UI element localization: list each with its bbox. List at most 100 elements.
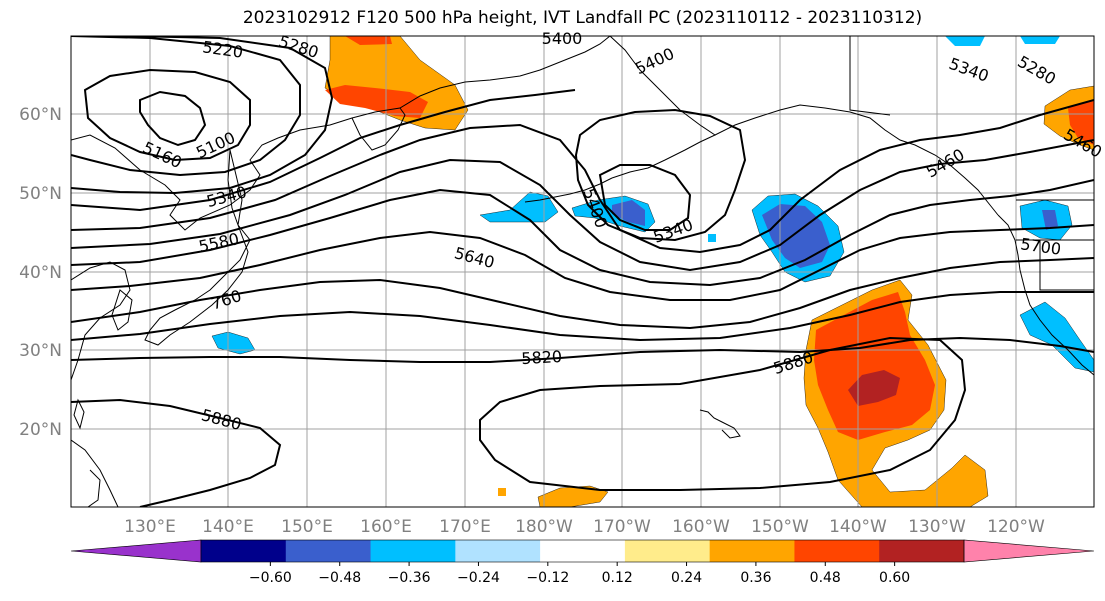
shade-blue-aleut1 — [479, 191, 559, 223]
coast-korea — [111, 289, 133, 331]
coast-bc — [997, 214, 1094, 376]
colorbar-ticks: −0.60 −0.48 −0.36 −0.24 −0.12 0.12 0.24 0.36 0.4… — [249, 562, 910, 586]
contour-label: 5160 — [140, 138, 185, 172]
contour-5460 — [71, 99, 1094, 254]
colorbar-tick-label: 0.12 — [602, 570, 633, 586]
shade-blue-wpac — [211, 331, 256, 355]
colorbar-tick-label: 0.24 — [671, 570, 702, 586]
contour-5640 — [71, 224, 1094, 301]
colorbar-tick-label: 0.48 — [810, 570, 841, 586]
coast-philippines — [87, 469, 101, 507]
shade-blue-north2 — [1020, 36, 1060, 44]
lon-label: 160°E — [360, 517, 412, 537]
map-title: 2023102912 F120 500 hPa height, IVT Land… — [242, 8, 923, 28]
height-contours — [71, 36, 1094, 507]
contour-label: 5400 — [632, 44, 677, 78]
lon-label: 170°E — [439, 517, 491, 537]
colorbar-frame — [200, 539, 965, 563]
shade-orange-south2 — [498, 488, 506, 496]
lon-label: 170°W — [593, 517, 651, 537]
lon-label: 130°W — [908, 517, 966, 537]
latitude-labels: 60°N 50°N 40°N 30°N 20°N — [19, 105, 62, 440]
contour-5760 — [71, 291, 1094, 342]
coast-taiwan — [73, 398, 85, 430]
colorbar-extend-min — [70, 539, 202, 563]
colorbar-bin — [624, 540, 711, 562]
coast-china-south — [71, 439, 119, 507]
colorbar-tick-label: −0.36 — [388, 570, 431, 586]
colorbar-bin — [879, 540, 965, 562]
border-alaska-canada — [849, 36, 891, 116]
contour-label: 5880 — [199, 405, 243, 434]
colorbar-tick-label: −0.60 — [249, 570, 292, 586]
coast-aleutians — [524, 177, 613, 203]
contour-label: 760 — [209, 286, 244, 314]
coast-alaska-south — [714, 104, 999, 216]
lon-label: 140°E — [202, 517, 254, 537]
shade-subtrop-mid — [814, 292, 935, 440]
lon-label: 150°W — [751, 517, 809, 537]
shade-blue-north — [945, 36, 985, 46]
longitude-labels: 130°E 140°E 150°E 160°E 170°E 180°W 170°… — [124, 517, 1045, 537]
contour-label: 5460 — [923, 145, 968, 182]
shade-blue-aleut2-core — [612, 200, 645, 226]
lat-label: 20°N — [19, 420, 62, 440]
contour-label: 5820 — [521, 347, 563, 368]
colorbar-tick-label: −0.48 — [318, 570, 361, 586]
lat-label: 50°N — [19, 184, 62, 204]
contour-5280 — [71, 36, 334, 195]
shade-blue-calif — [1019, 301, 1094, 373]
contour-label: 5400 — [542, 29, 583, 48]
colorbar-tick-label: −0.12 — [526, 570, 569, 586]
colorbar-bins — [70, 539, 1095, 563]
colorbar-extend-max — [963, 539, 1095, 563]
colorbar-bin — [370, 540, 456, 562]
lon-label: 150°E — [281, 517, 333, 537]
shade-blue-pnw-core — [1042, 210, 1058, 230]
colorbar-bin — [201, 540, 287, 562]
contour-label: 5340 — [947, 54, 992, 86]
border-us-states — [1016, 239, 1094, 291]
contour-5340-loop — [598, 164, 692, 231]
colorbar-tick-label: 0.36 — [740, 570, 771, 586]
contour-label: 5280 — [1014, 52, 1059, 89]
colorbar-bin — [540, 540, 626, 562]
colorbar-bin — [285, 540, 372, 562]
contour-5400-loop — [574, 108, 747, 242]
shade-okhotsk-inner — [325, 85, 428, 118]
coast-korea-china — [71, 261, 131, 381]
colorbar-bin — [794, 540, 880, 562]
contour-5100-closed — [139, 90, 207, 147]
shade-red-bc — [1068, 100, 1094, 145]
coast-kamchatka — [351, 107, 406, 151]
shade-okhotsk-outer — [324, 36, 469, 131]
colorbar-tick-label: 0.60 — [879, 570, 910, 586]
contour-5880-loop — [479, 336, 967, 491]
lon-label: 120°W — [987, 517, 1045, 537]
coast-hawaii — [699, 409, 741, 439]
colorbar-bin — [455, 540, 541, 562]
map-frame — [70, 35, 1095, 508]
contour-5580 — [71, 179, 1094, 287]
contour-label: 5640 — [452, 243, 496, 272]
contour-5160-closed — [83, 68, 251, 162]
contour-label: 5580 — [197, 229, 241, 256]
lon-label: 130°E — [124, 517, 176, 537]
gridlines — [71, 36, 1094, 507]
contour-5340-west — [71, 89, 576, 212]
lon-label: 140°W — [829, 517, 887, 537]
shade-subtrop-core — [848, 370, 900, 406]
contour-label: 5340 — [651, 215, 696, 247]
colorbar: −0.60 −0.48 −0.36 −0.24 −0.12 0.12 0.24 0.36 0.4… — [70, 539, 1095, 586]
contour-5700 — [71, 257, 1094, 330]
contour-5820 — [71, 336, 1094, 363]
shade-okhotsk-top — [345, 36, 392, 45]
colorbar-tick-label: −0.24 — [457, 570, 500, 586]
contour-5220 — [71, 36, 301, 177]
lat-label: 60°N — [19, 105, 62, 125]
shade-blue-small — [708, 234, 716, 242]
colorbar-bin — [709, 540, 795, 562]
contour-5520 — [71, 139, 1094, 272]
lon-label: 160°W — [672, 517, 730, 537]
